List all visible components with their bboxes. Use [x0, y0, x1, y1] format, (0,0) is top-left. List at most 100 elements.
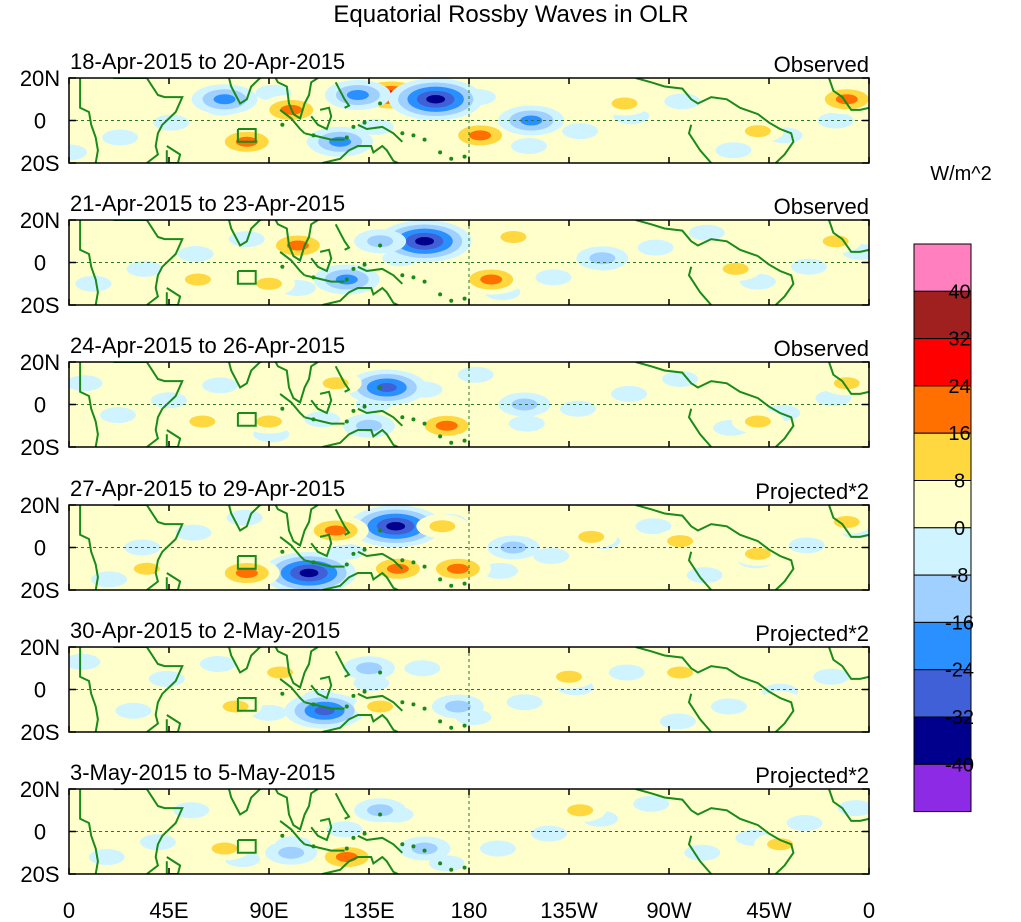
coastline [334, 792, 351, 820]
island [411, 560, 416, 565]
anomaly-wash [126, 260, 163, 277]
coastline [165, 714, 182, 732]
coastline [79, 362, 99, 447]
anomaly-wash [684, 844, 721, 861]
y-tick-label: 0 [34, 536, 46, 561]
island [400, 558, 405, 563]
anomaly-contour [589, 252, 616, 265]
coastline [79, 220, 99, 305]
anomaly-contour [426, 95, 446, 104]
island [422, 848, 427, 853]
anomaly-contour [511, 398, 538, 411]
coastlines [79, 647, 869, 732]
coastline [279, 820, 306, 846]
anomaly-mark [176, 409, 229, 434]
coastline [197, 78, 319, 120]
colorbar-label: 16 [948, 423, 970, 445]
island [422, 137, 427, 142]
coastline [236, 555, 257, 570]
island [378, 243, 383, 248]
colorbar-label: 24 [948, 376, 970, 398]
panel: 20N 0 20S 3-May-2015 to 5-May-2015 Projected… [20, 760, 870, 887]
anomaly-contour [299, 568, 319, 578]
y-tick-label: 20N [20, 493, 60, 518]
coastline [322, 713, 399, 732]
coastline [310, 675, 333, 700]
anomaly-wash [99, 407, 136, 424]
island [378, 385, 383, 390]
coastline [279, 251, 306, 277]
anomaly-mark [254, 660, 307, 685]
colorbar-label: 32 [948, 329, 970, 351]
anomaly-mark [302, 515, 369, 546]
panel: 20N 0 20S 27-Apr-2015 to 29-Apr-2015 Project… [20, 476, 870, 603]
anomaly-contour [761, 691, 800, 710]
island [411, 702, 416, 707]
island [449, 440, 454, 445]
island [362, 262, 367, 267]
island [351, 693, 356, 698]
anomaly-wash [664, 93, 701, 110]
panel: 20N 0 20S 30-Apr-2015 to 2-May-2015 Projecte… [20, 618, 870, 745]
anomaly-mark [813, 84, 869, 115]
island [378, 101, 383, 106]
anomaly-wash [115, 702, 152, 719]
anomaly-mark [413, 410, 480, 441]
coastline [197, 789, 319, 831]
coastline [236, 270, 257, 285]
anomaly-mark [598, 91, 651, 116]
anomaly-wash [633, 795, 670, 812]
y-tick-label: 0 [34, 251, 46, 276]
coastlines [79, 789, 869, 874]
island [462, 296, 467, 301]
island [362, 404, 367, 409]
coastlines [79, 362, 869, 447]
coastline [334, 81, 351, 109]
anomaly-contour [189, 415, 216, 428]
island [411, 417, 416, 422]
anomaly-wash [788, 537, 825, 554]
anomaly-wash [199, 656, 236, 672]
anomaly-wash [69, 144, 87, 161]
anomaly-mark [354, 229, 407, 254]
colorbar-label: 8 [954, 471, 965, 493]
island [280, 833, 285, 838]
y-tick-label: 20N [20, 208, 60, 233]
island [378, 670, 383, 675]
island [351, 551, 356, 556]
y-tick-label: 20N [20, 777, 60, 802]
panel: 20N 0 20S 18-Apr-2015 to 20-Apr-2015 Observe… [20, 49, 870, 176]
anomaly-wash [813, 668, 850, 685]
anomaly-contour [335, 852, 358, 862]
anomaly-contour [256, 277, 282, 290]
island [400, 842, 405, 847]
coastlines [79, 220, 869, 305]
colorbar-label: -8 [951, 565, 969, 587]
coastline [310, 390, 333, 415]
y-tick-label: 20S [20, 862, 59, 887]
coastline [165, 429, 182, 447]
anomaly-contour [367, 235, 394, 248]
x-tick-label: 135E [343, 898, 394, 922]
island [344, 135, 349, 140]
island [438, 150, 443, 155]
y-tick-label: 0 [34, 393, 46, 418]
anomaly-wash [148, 670, 185, 687]
anomaly-mark [284, 692, 365, 729]
island [449, 583, 454, 588]
island [400, 700, 405, 705]
coastline [310, 106, 333, 131]
island [351, 266, 356, 271]
anomaly-mark [809, 229, 862, 254]
island [311, 844, 316, 849]
coastline [635, 78, 795, 163]
anomaly-wash [177, 246, 214, 262]
anomaly-mark [120, 556, 173, 581]
y-tick-label: 20S [20, 578, 59, 603]
x-tick-label: 45E [149, 898, 188, 922]
island [351, 124, 356, 129]
anomaly-wash [511, 138, 547, 154]
coastline [165, 572, 182, 590]
island [311, 417, 316, 422]
anomaly-wash [635, 518, 672, 535]
